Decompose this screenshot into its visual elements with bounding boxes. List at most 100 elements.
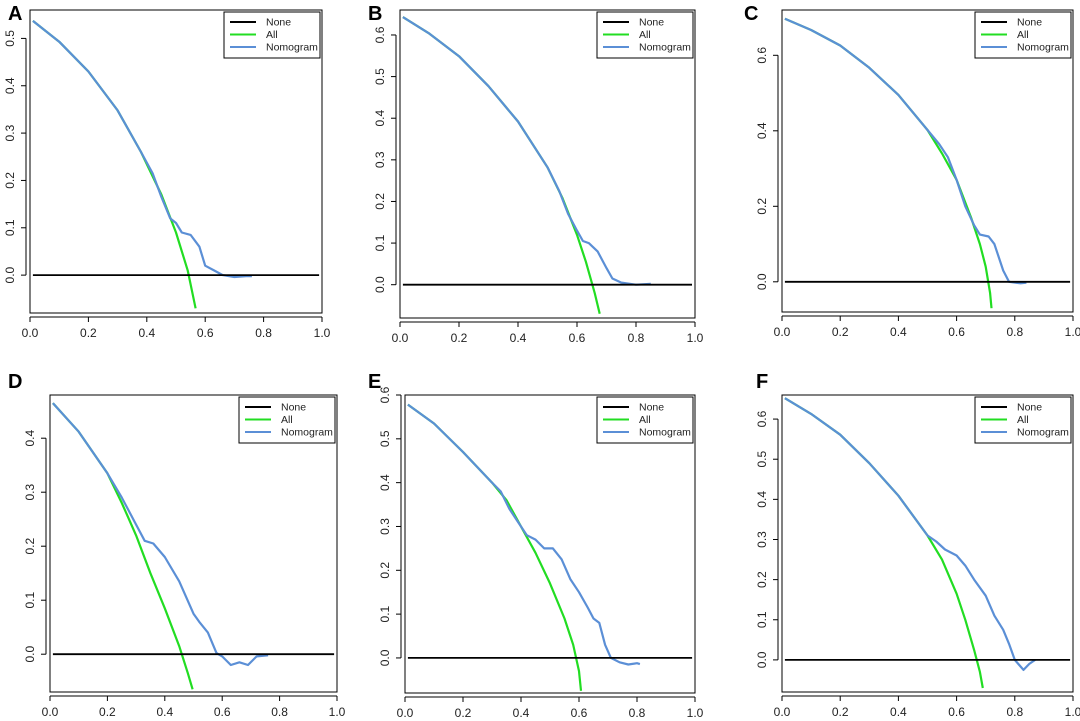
x-tick-label-c: 1.0 [1065, 325, 1080, 339]
panel-c: C 0.0 0.2 0.4 0.6 0.8 1.0 0.0 0.2 0.4 0.6 NoneAllNo… [744, 3, 1080, 339]
y-tick-label-d: 0.0 [23, 646, 37, 663]
y-tick-label-e: 0.4 [378, 474, 392, 491]
x-tick-label-a: 0.0 [22, 326, 39, 340]
plot-frame-a [29, 9, 323, 314]
y-tick-label-a: 0.2 [3, 172, 17, 189]
legend-label-all-d: All [281, 414, 293, 426]
series-line-all-a [32, 20, 197, 309]
plot-frame-b [399, 9, 696, 319]
legend-label-all-c: All [1017, 29, 1029, 41]
series-line-nomogram-c [784, 17, 1027, 285]
legend-label-nomogram-f: Nomogram [1017, 427, 1069, 439]
x-tick-label-f: 0.0 [774, 705, 791, 719]
x-tick-label-d: 1.0 [329, 705, 346, 719]
x-tick-label-c: 0.4 [890, 325, 907, 339]
panel-letter-d: D [8, 371, 22, 393]
panel-b: B 0.0 0.2 0.4 0.6 0.8 1.0 0.0 0.1 0.2 0.3 0.4 0.5 0.6… [368, 3, 704, 345]
y-tick-label-a: 0.1 [3, 219, 17, 236]
y-tick-label-a: 0.3 [3, 124, 17, 141]
x-tick-label-d: 0.4 [156, 705, 173, 719]
y-tick-label-d: 0.4 [23, 430, 37, 447]
y-tick-label-e: 0.3 [378, 518, 392, 535]
series-line-all-d [52, 402, 194, 690]
legend-label-all-b: All [639, 29, 651, 41]
panel-letter-a: A [8, 3, 22, 25]
x-tick-label-f: 0.8 [1006, 705, 1023, 719]
y-tick-label-a: 0.0 [3, 266, 17, 283]
series-line-all-b [402, 16, 601, 315]
legend-label-none-f: None [1017, 402, 1042, 414]
x-tick-label-f: 0.6 [948, 705, 965, 719]
y-tick-label-b: 0.1 [373, 234, 387, 251]
x-tick-label-f: 1.0 [1065, 705, 1080, 719]
y-tick-label-b: 0.3 [373, 151, 387, 168]
y-tick-label-c: 0.4 [755, 122, 769, 139]
series-line-nomogram-d [52, 402, 269, 667]
legend-label-all-e: All [639, 414, 651, 426]
y-tick-label-a: 0.5 [3, 30, 17, 47]
x-tick-label-f: 0.4 [890, 705, 907, 719]
y-tick-label-a: 0.4 [3, 77, 17, 94]
y-tick-label-f: 0.0 [755, 651, 769, 668]
x-tick-label-a: 0.2 [80, 326, 97, 340]
legend-label-nomogram-a: Nomogram [266, 42, 318, 54]
y-tick-label-f: 0.4 [755, 491, 769, 508]
legend-label-nomogram-c: Nomogram [1017, 42, 1069, 54]
x-tick-label-d: 0.8 [271, 705, 288, 719]
panel-letter-c: C [744, 3, 758, 25]
legend-label-nomogram-b: Nomogram [639, 42, 691, 54]
series-line-all-e [407, 403, 583, 691]
y-tick-label-f: 0.2 [755, 571, 769, 588]
y-tick-label-e: 0.2 [378, 562, 392, 579]
legend-label-nomogram-d: Nomogram [281, 427, 333, 439]
x-tick-label-d: 0.0 [42, 705, 59, 719]
panel-letter-f: F [756, 371, 768, 393]
x-tick-label-d: 0.6 [214, 705, 231, 719]
plot-frame-f [781, 394, 1074, 693]
legend-label-none-b: None [639, 17, 664, 29]
y-tick-label-e: 0.6 [378, 386, 392, 403]
y-tick-label-e: 0.0 [378, 649, 392, 666]
legend-box-b [596, 11, 694, 59]
x-tick-label-a: 1.0 [314, 326, 331, 340]
y-tick-label-c: 0.2 [755, 198, 769, 215]
y-tick-label-c: 0.0 [755, 273, 769, 290]
x-tick-label-e: 0.0 [397, 706, 414, 720]
x-tick-label-e: 0.4 [513, 706, 530, 720]
y-tick-label-f: 0.6 [755, 410, 769, 427]
legend-label-none-e: None [639, 402, 664, 414]
y-tick-label-b: 0.6 [373, 26, 387, 43]
panel-f: F 0.0 0.2 0.4 0.6 0.8 1.0 0.0 0.1 0.2 0.3 0.4 0.5 0.6… [755, 371, 1080, 719]
legend-label-all-a: All [266, 29, 278, 41]
x-tick-label-c: 0.0 [774, 325, 791, 339]
series-line-nomogram-e [407, 403, 641, 666]
x-tick-label-a: 0.6 [197, 326, 214, 340]
x-tick-label-e: 0.2 [455, 706, 472, 720]
plot-frame-e [404, 394, 696, 694]
x-tick-label-b: 1.0 [687, 331, 704, 345]
panel-e: E 0.0 0.2 0.4 0.6 0.8 1.0 0.0 0.1 0.2 0.3 0.4 0.5 0.6… [368, 371, 704, 720]
x-tick-label-a: 0.4 [138, 326, 155, 340]
x-tick-label-b: 0.8 [628, 331, 645, 345]
y-tick-label-c: 0.6 [755, 47, 769, 64]
x-tick-label-b: 0.6 [569, 331, 586, 345]
legend-label-nomogram-e: Nomogram [639, 427, 691, 439]
legend-label-none-a: None [266, 17, 291, 29]
y-tick-label-f: 0.3 [755, 531, 769, 548]
x-tick-label-e: 1.0 [687, 706, 704, 720]
series-line-all-f [784, 397, 984, 689]
x-tick-label-c: 0.8 [1006, 325, 1023, 339]
x-tick-label-a: 0.8 [255, 326, 272, 340]
legend-label-none-c: None [1017, 17, 1042, 29]
series-line-all-c [784, 17, 993, 309]
y-tick-label-b: 0.5 [373, 68, 387, 85]
x-tick-label-f: 0.2 [832, 705, 849, 719]
y-tick-label-d: 0.2 [23, 538, 37, 555]
